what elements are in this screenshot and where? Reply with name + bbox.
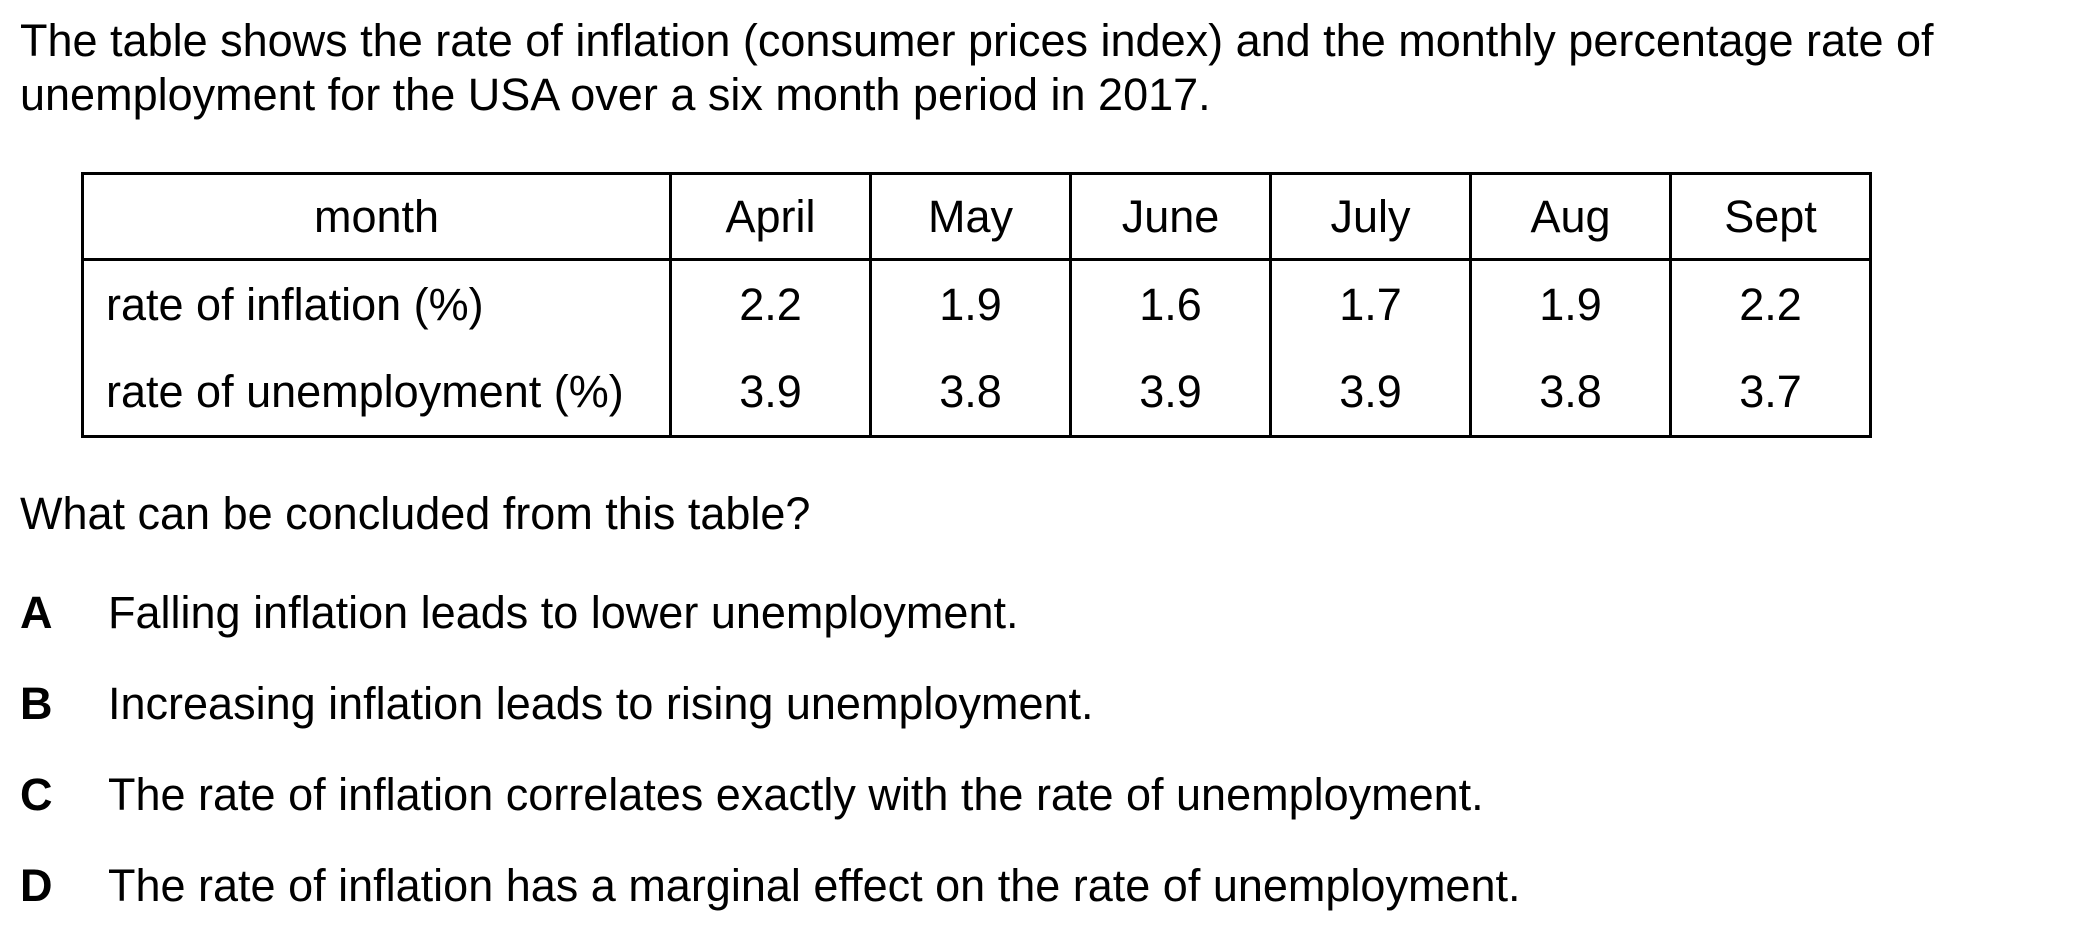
- header-month-aug: Aug: [1469, 172, 1672, 261]
- table-cell: 1.6: [1069, 258, 1272, 348]
- intro-line-2: unemployment for the USA over a six mont…: [20, 69, 1211, 120]
- option-letter: A: [20, 587, 53, 638]
- answer-option-a[interactable]: A Falling inflation leads to lower unemp…: [20, 586, 1521, 677]
- table-cell: 2.2: [1669, 258, 1872, 348]
- table-cell: 2.2: [669, 258, 872, 348]
- option-text: The rate of inflation correlates exactly…: [108, 769, 1484, 820]
- table-row-inflation: rate of inflation (%) 2.2 1.9 1.6 1.7 1.…: [81, 258, 1872, 348]
- answer-option-c[interactable]: C The rate of inflation correlates exact…: [20, 768, 1521, 859]
- table-cell: 3.9: [1069, 348, 1272, 438]
- question-intro: The table shows the rate of inflation (c…: [20, 14, 2080, 122]
- header-month-sept: Sept: [1669, 172, 1872, 261]
- table-cell: 1.9: [1469, 258, 1672, 348]
- header-month-label: month: [81, 172, 672, 261]
- option-letter: B: [20, 678, 53, 729]
- table-row-unemployment: rate of unemployment (%) 3.9 3.8 3.9 3.9…: [81, 348, 1872, 438]
- row-label-inflation: rate of inflation (%): [81, 258, 672, 348]
- header-month-may: May: [869, 172, 1072, 261]
- table-cell: 3.9: [669, 348, 872, 438]
- option-letter: C: [20, 769, 53, 820]
- answer-option-b[interactable]: B Increasing inflation leads to rising u…: [20, 677, 1521, 768]
- answer-option-d[interactable]: D The rate of inflation has a marginal e…: [20, 859, 1521, 950]
- table-cell: 1.7: [1269, 258, 1472, 348]
- option-text: Falling inflation leads to lower unemplo…: [108, 587, 1019, 638]
- question-prompt: What can be concluded from this table?: [20, 488, 811, 539]
- table-cell: 3.8: [1469, 348, 1672, 438]
- row-label-unemployment: rate of unemployment (%): [81, 348, 672, 438]
- table-header-row: month April May June July Aug Sept: [81, 172, 1872, 261]
- table-cell: 3.9: [1269, 348, 1472, 438]
- inflation-unemployment-table: month April May June July Aug Sept rate …: [81, 172, 1872, 438]
- intro-line-1: The table shows the rate of inflation (c…: [20, 15, 1934, 66]
- header-month-july: July: [1269, 172, 1472, 261]
- option-text: The rate of inflation has a marginal eff…: [108, 860, 1521, 911]
- table-cell: 3.8: [869, 348, 1072, 438]
- table-cell: 1.9: [869, 258, 1072, 348]
- option-text: Increasing inflation leads to rising une…: [108, 678, 1094, 729]
- table-cell: 3.7: [1669, 348, 1872, 438]
- answer-options: A Falling inflation leads to lower unemp…: [20, 586, 1521, 950]
- header-month-june: June: [1069, 172, 1272, 261]
- option-letter: D: [20, 860, 53, 911]
- header-month-april: April: [669, 172, 872, 261]
